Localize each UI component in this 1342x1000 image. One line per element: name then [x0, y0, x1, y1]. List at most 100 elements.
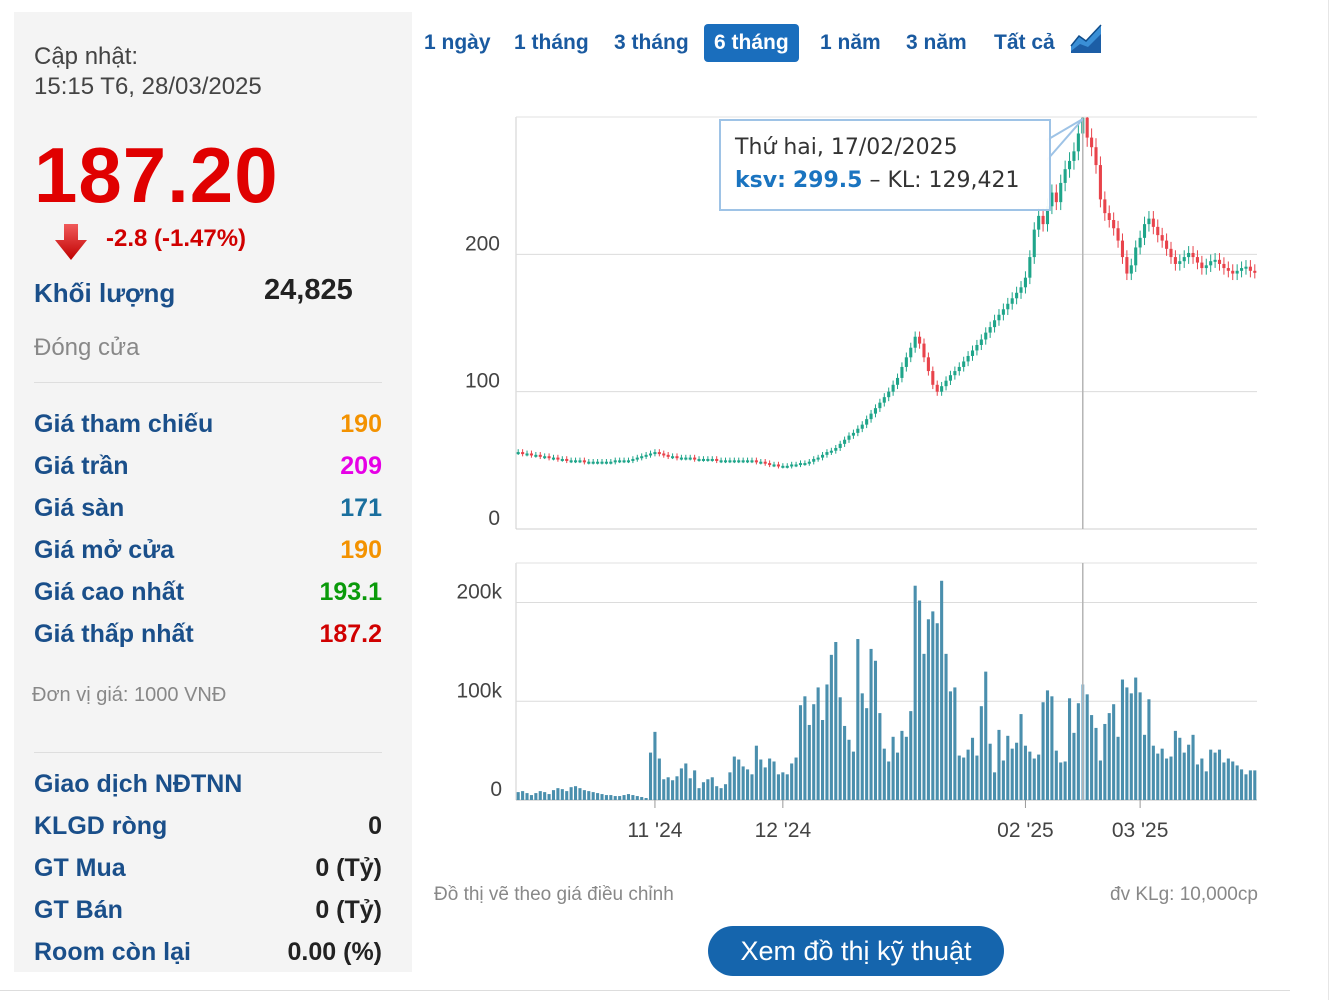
volume-bar: [865, 708, 869, 800]
candle-body: [666, 454, 670, 457]
bottom-divider: [0, 990, 1290, 991]
candle-body: [1235, 270, 1239, 274]
volume-tick-label: 0: [490, 778, 502, 801]
candle-body: [529, 453, 533, 456]
volume-bar: [1187, 744, 1191, 800]
volume-bar: [798, 705, 803, 800]
candle-body: [657, 452, 661, 455]
candle-body: [763, 461, 767, 464]
volume-bar: [812, 704, 816, 800]
volume-bar: [926, 619, 930, 800]
volume-bar: [750, 774, 754, 800]
tooltip-values: ksv: 299.5 – KL: 129,421: [735, 168, 1020, 193]
candle-body: [640, 456, 644, 459]
tab-range[interactable]: 1 năm: [820, 31, 881, 54]
volume-bar: [873, 660, 878, 800]
volume-value: 24,825: [264, 274, 353, 306]
candle-body: [635, 457, 639, 460]
candle-body: [1209, 261, 1213, 266]
candle-body: [957, 366, 961, 372]
volume-bar: [953, 687, 957, 800]
candle-body: [675, 456, 679, 459]
candle-body: [931, 371, 935, 385]
candle-body: [1165, 240, 1169, 249]
candle-body: [732, 460, 736, 463]
tab-range[interactable]: 1 ngày: [424, 31, 491, 54]
candle-body: [538, 454, 542, 457]
volume-bar: [913, 585, 917, 800]
candle-body: [1094, 147, 1098, 166]
volume-bar: [979, 706, 983, 800]
candle-body: [918, 336, 922, 344]
tab-range[interactable]: 1 tháng: [514, 31, 589, 54]
volume-bar: [1015, 742, 1019, 800]
foreign-row-value: 0 (Tỷ): [315, 854, 382, 882]
candle-body: [865, 419, 869, 425]
volume-bar: [516, 792, 520, 800]
candle-body: [1050, 192, 1054, 207]
candle-body: [600, 461, 604, 464]
volume-bar: [970, 737, 975, 800]
volume-bar: [1037, 754, 1041, 800]
current-price: 187.20: [34, 131, 279, 219]
volume-bar: [847, 739, 851, 800]
volume-bar: [534, 793, 538, 800]
candle-body: [688, 457, 692, 460]
area-chart-icon[interactable]: [1070, 24, 1102, 54]
volume-bar: [1063, 761, 1067, 800]
volume-bar: [781, 772, 785, 800]
volume-bar: [1160, 748, 1164, 800]
volume-bar: [975, 755, 979, 800]
candle-body: [521, 452, 525, 455]
volume-bar: [944, 653, 948, 800]
volume-bar: [785, 774, 789, 800]
volume-bar: [821, 720, 825, 800]
candle-body: [1125, 257, 1129, 274]
x-tick-label: 11 '24: [627, 819, 682, 842]
volume-bar: [746, 769, 750, 800]
candle-body: [944, 380, 948, 387]
candle-body: [569, 460, 573, 463]
candle-body: [772, 464, 776, 467]
candle-body: [604, 461, 608, 464]
candle-body: [1200, 262, 1204, 269]
tab-range[interactable]: 6 tháng: [704, 24, 799, 62]
volume-bar: [935, 623, 939, 800]
technical-chart-button[interactable]: Xem đồ thị kỹ thuật: [708, 926, 1004, 976]
volume-bar: [560, 789, 564, 800]
volume-bar: [1032, 758, 1036, 800]
candle-body: [1240, 268, 1244, 271]
volume-bar: [851, 751, 855, 800]
volume-bar: [1209, 749, 1213, 800]
volume-bar: [657, 758, 661, 800]
tab-range[interactable]: Tất cả: [994, 31, 1055, 54]
candle-body: [873, 408, 878, 414]
volume-bar: [1098, 760, 1102, 800]
volume-tick-label: 200k: [456, 581, 502, 604]
candle-body: [1173, 257, 1177, 264]
volume-bar: [1138, 692, 1142, 800]
candle-body: [1032, 229, 1036, 258]
volume-bar: [878, 713, 882, 800]
foreign-trading-title: Giao dịch NĐTNN: [34, 770, 243, 798]
tab-range[interactable]: 3 tháng: [614, 31, 689, 54]
volume-bar: [1072, 732, 1076, 800]
price-row-value: 193.1: [319, 578, 382, 606]
candle-body: [516, 452, 520, 455]
candle-body: [719, 460, 723, 463]
candle-body: [1195, 257, 1199, 263]
candle-body: [613, 460, 617, 463]
volume-bar: [1156, 753, 1160, 800]
candle-body: [940, 386, 944, 392]
volume-bar: [732, 756, 736, 800]
candle-body: [671, 456, 675, 459]
volume-bar: [772, 761, 776, 800]
volume-bar: [838, 697, 842, 800]
tab-range[interactable]: 3 năm: [906, 31, 967, 54]
adjusted-price-note: Đồ thị vẽ theo giá điều chỉnh: [434, 884, 674, 905]
volume-bar: [1125, 687, 1129, 800]
candle-body: [1147, 218, 1151, 225]
volume-bar: [1129, 693, 1133, 800]
candle-body: [803, 463, 807, 466]
